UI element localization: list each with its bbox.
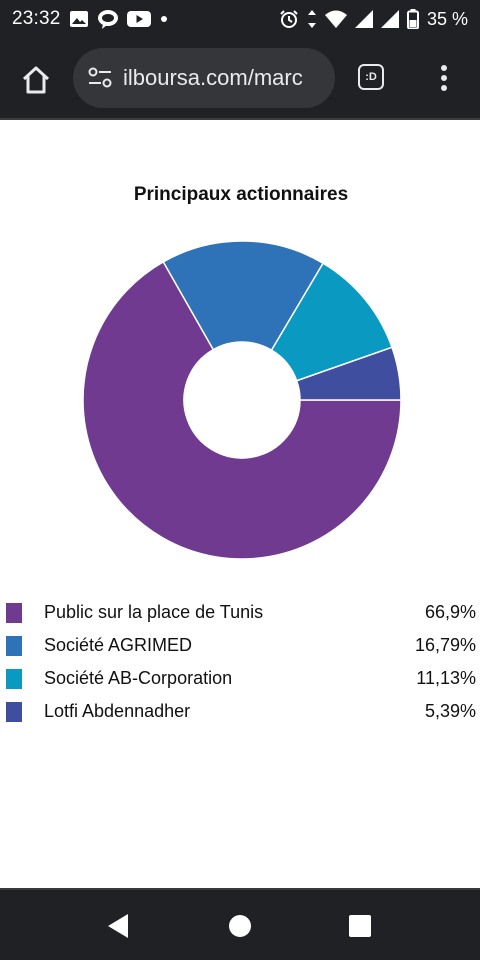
legend-value: 66,9% (424, 602, 476, 622)
status-bar: 23:32 35 % (0, 0, 480, 38)
youtube-icon (126, 10, 151, 28)
wifi-icon (324, 10, 347, 28)
legend-label: Société AB-Corporation (44, 668, 233, 688)
legend-value: 16,79% (414, 635, 476, 655)
legend-value: 5,39% (424, 701, 476, 721)
alarm-icon (279, 9, 299, 29)
browser-toolbar: ilboursa.com/marc :D (0, 38, 480, 120)
site-settings-icon[interactable] (87, 65, 113, 91)
navigation-bar (0, 888, 480, 960)
legend-item[interactable]: Société AGRIMED 16,79% (0, 629, 480, 662)
chart-title: Principaux actionnaires (133, 184, 349, 205)
home-icon[interactable] (18, 62, 54, 98)
status-time: 23:32 (12, 8, 61, 29)
tab-badge: :D (365, 71, 377, 83)
legend-swatch (6, 635, 22, 656)
tab-switcher-icon[interactable]: :D (358, 64, 384, 90)
legend-label: Lotfi Abdennadher (44, 701, 191, 721)
more-vert-icon[interactable] (430, 60, 458, 96)
page-content: Principaux actionnaires Public sur la pl… (0, 122, 480, 888)
recents-icon[interactable] (346, 912, 374, 940)
legend-swatch (6, 602, 22, 623)
battery-icon (406, 9, 419, 29)
legend-item[interactable]: Public sur la place de Tunis 66,9% (0, 596, 480, 629)
pie-slice[interactable] (82, 260, 402, 560)
legend-swatch (6, 701, 22, 722)
legend-item[interactable]: Société AB-Corporation 11,13% (0, 662, 480, 695)
pie-slice[interactable] (162, 240, 325, 352)
back-icon[interactable] (104, 912, 132, 940)
dot-icon (159, 14, 169, 24)
signal-icon (354, 10, 373, 28)
url-text[interactable]: ilboursa.com/marc (123, 65, 303, 90)
chart-legend: Public sur la place de Tunis 66,9% Société… (0, 596, 480, 728)
home-circle-icon[interactable] (226, 912, 254, 940)
chat-bubble-icon (97, 9, 119, 29)
legend-swatch (6, 668, 22, 689)
signal-icon (380, 10, 399, 28)
legend-item[interactable]: Lotfi Abdennadher 5,39% (0, 695, 480, 728)
image-icon (69, 9, 89, 29)
legend-label: Société AGRIMED (44, 635, 193, 655)
donut-chart (82, 240, 402, 560)
pie-slice[interactable] (295, 346, 402, 401)
data-arrows-icon (307, 9, 317, 29)
legend-label: Public sur la place de Tunis (44, 602, 264, 622)
legend-value: 11,13% (416, 668, 476, 688)
address-bar[interactable]: ilboursa.com/marc (73, 48, 335, 108)
battery-percent: 35 % (426, 8, 468, 29)
